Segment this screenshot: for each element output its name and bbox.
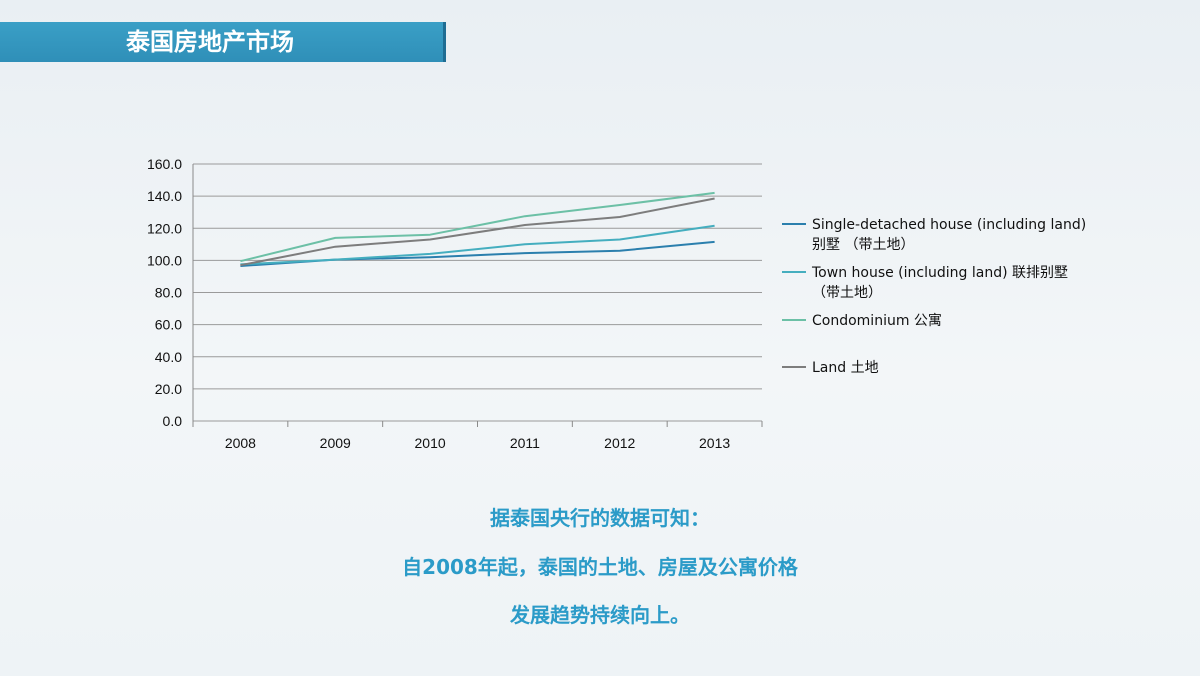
caption-line-1: 据泰国央行的数据可知：: [490, 506, 710, 530]
page-title: 泰国房地产市场: [126, 28, 294, 56]
caption-line-2: 自2008年起，泰国的土地、房屋及公寓价格: [402, 555, 798, 579]
legend-label: Condominium 公寓: [812, 312, 942, 329]
legend-label: （带土地）: [812, 285, 882, 301]
caption-line-3: 发展趋势持续向上。: [510, 603, 690, 627]
legend-label: Land 土地: [812, 360, 879, 376]
x-tick-label: 2008: [225, 435, 256, 451]
series-line-3: [240, 191, 715, 263]
y-tick-label: 140.0: [147, 188, 182, 204]
x-tick-label: 2012: [604, 435, 635, 451]
x-tick-label: 2010: [415, 435, 446, 451]
y-tick-label: 100.0: [147, 252, 182, 268]
y-tick-label: 60.0: [155, 317, 182, 333]
series-line-1: [240, 240, 715, 267]
legend-label: Single-detached house (including land): [812, 217, 1086, 233]
y-tick-label: 120.0: [147, 220, 182, 236]
legend-label: Town house (including land) 联排别墅: [811, 265, 1068, 281]
x-tick-label: 2009: [320, 435, 351, 451]
y-tick-label: 20.0: [155, 381, 182, 397]
series-line-4: [240, 197, 715, 267]
y-tick-label: 160.0: [147, 156, 182, 172]
series-line-2: [240, 224, 715, 266]
legend-label: 别墅 （带土地）: [812, 237, 914, 253]
x-tick-label: 2011: [510, 435, 540, 451]
y-tick-label: 80.0: [155, 285, 182, 301]
title-banner: 泰国房地产市场: [0, 22, 446, 62]
y-tick-label: 40.0: [155, 349, 182, 365]
x-tick-label: 2013: [699, 435, 730, 451]
y-tick-label: 0.0: [163, 413, 183, 429]
